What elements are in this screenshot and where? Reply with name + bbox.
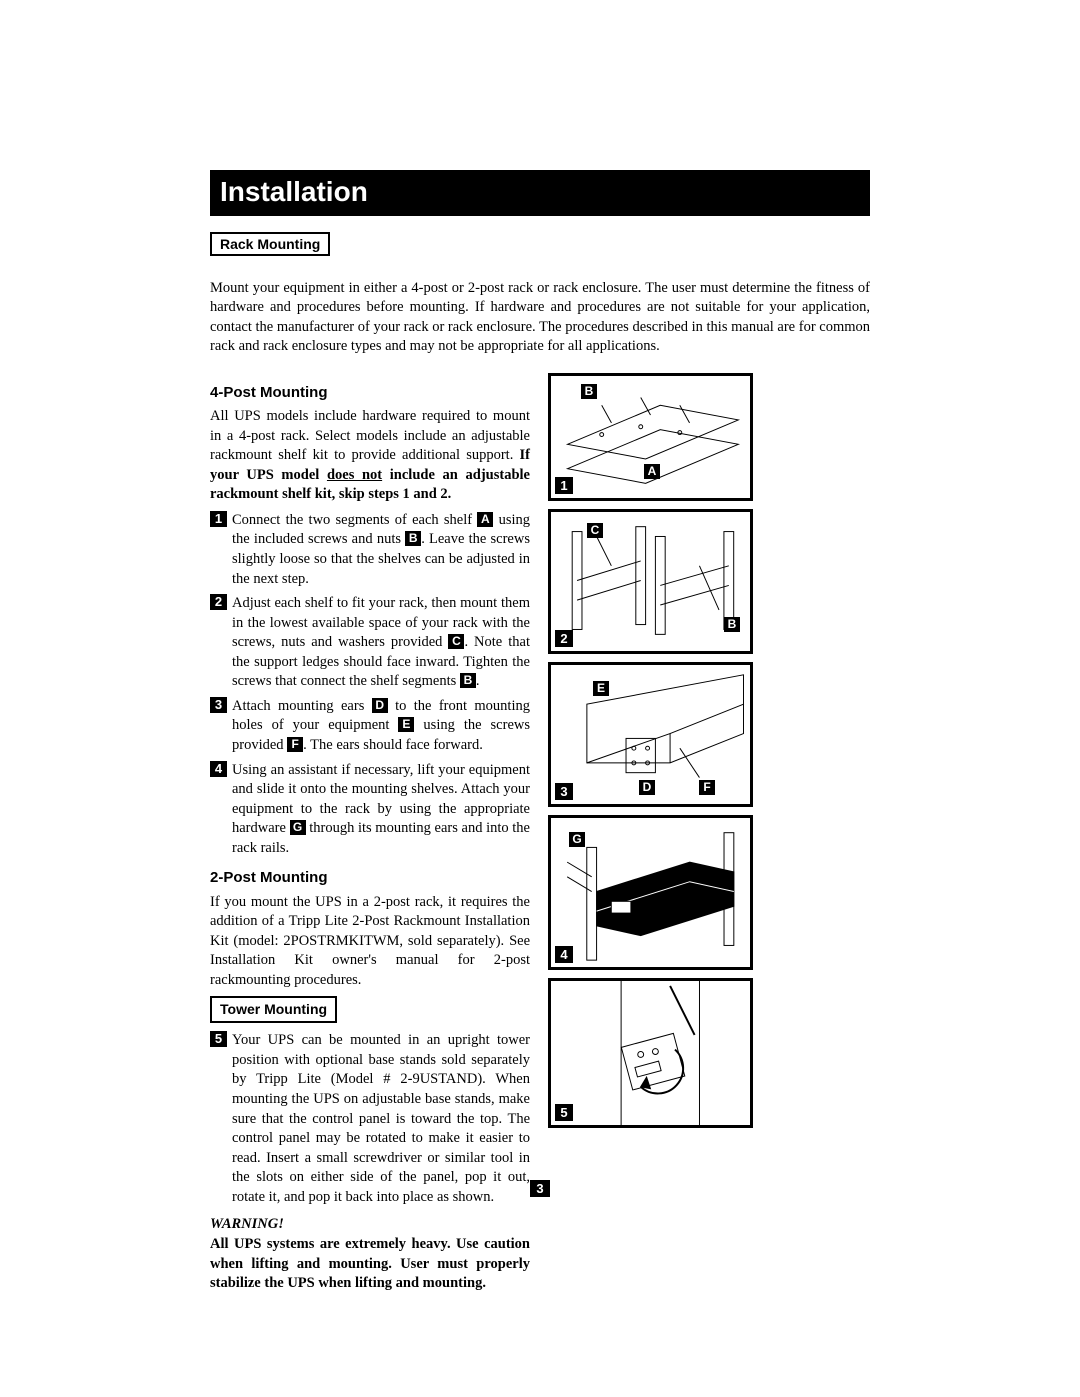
callout: B <box>724 617 740 632</box>
callout: D <box>639 780 655 795</box>
figure-number: 3 <box>555 783 573 800</box>
t: Connect the two segments of each shelf <box>232 512 477 528</box>
chip: 1 <box>210 511 227 527</box>
step-2: 2 Adjust each shelf to fit your rack, th… <box>210 594 530 692</box>
warning-heading: WARNING! <box>210 1215 530 1235</box>
step-1: 1 Connect the two segments of each shelf… <box>210 511 530 589</box>
four-post-heading: 4-Post Mounting <box>210 383 530 403</box>
rack-intro-text: Mount your equipment in either a 4-post … <box>210 279 870 357</box>
callout: E <box>593 681 609 696</box>
figure-2: C B 2 <box>548 509 753 654</box>
page-number: 3 <box>530 1180 550 1197</box>
chip: 5 <box>210 1031 227 1047</box>
figure-number: 5 <box>555 1104 573 1121</box>
callout: G <box>569 832 585 847</box>
text-column: 4-Post Mounting All UPS models include h… <box>210 373 530 1294</box>
tower-mounting-label: Tower Mounting <box>210 996 337 1023</box>
t: . <box>476 673 480 689</box>
figure-column: B A 1 C B 2 <box>548 373 753 1294</box>
figure-number: 1 <box>555 477 573 494</box>
two-post-heading: 2-Post Mounting <box>210 868 530 888</box>
four-post-intro: All UPS models include hardware required… <box>210 407 530 505</box>
chip: 2 <box>210 594 227 610</box>
step-number-badge: 3 <box>210 697 228 756</box>
text: All UPS models include hardware required… <box>210 408 530 463</box>
step-number-badge: 2 <box>210 594 228 692</box>
ref-chip: F <box>287 737 303 752</box>
ref-chip: G <box>290 820 306 835</box>
callout: F <box>699 780 715 795</box>
figure-5: 5 <box>548 978 753 1128</box>
ref-chip: D <box>372 698 388 713</box>
step-5: 5 Your UPS can be mounted in an upright … <box>210 1031 530 1207</box>
rack-mounting-label: Rack Mounting <box>210 232 330 256</box>
figure-1: B A 1 <box>548 373 753 501</box>
step-3: 3 Attach mounting ears D to the front mo… <box>210 697 530 756</box>
step-body: Your UPS can be mounted in an upright to… <box>232 1031 530 1207</box>
warning-body: All UPS systems are extremely heavy. Use… <box>210 1235 530 1294</box>
callout: B <box>581 384 597 399</box>
callout: C <box>587 523 603 538</box>
figure-4: G 4 <box>548 815 753 970</box>
chip: 4 <box>210 761 227 777</box>
figure-3: E D F 3 <box>548 662 753 807</box>
t: . The ears should face forward. <box>303 737 483 753</box>
content-columns: 4-Post Mounting All UPS models include h… <box>210 373 870 1294</box>
figure-number: 4 <box>555 946 573 963</box>
ref-chip: E <box>398 717 414 732</box>
step-number-badge: 5 <box>210 1031 228 1207</box>
step-body: Connect the two segments of each shelf A… <box>232 511 530 589</box>
t: Attach mounting ears <box>232 698 372 714</box>
step-body: Adjust each shelf to fit your rack, then… <box>232 594 530 692</box>
step-body: Using an assistant if necessary, lift yo… <box>232 761 530 859</box>
step-body: Attach mounting ears D to the front moun… <box>232 697 530 756</box>
text-underlined: does not <box>327 467 382 483</box>
section-title: Installation <box>210 170 870 216</box>
manual-page: Installation Rack Mounting Mount your eq… <box>0 0 1080 1397</box>
two-post-body: If you mount the UPS in a 2-post rack, i… <box>210 893 530 991</box>
step-number-badge: 1 <box>210 511 228 589</box>
ref-chip: A <box>477 512 493 527</box>
step-4: 4 Using an assistant if necessary, lift … <box>210 761 530 859</box>
ref-chip: C <box>448 634 464 649</box>
step-number-badge: 4 <box>210 761 228 859</box>
chip: 3 <box>210 697 227 713</box>
ref-chip: B <box>460 673 476 688</box>
ref-chip: B <box>405 531 421 546</box>
figure-number: 2 <box>555 630 573 647</box>
callout: A <box>644 464 660 479</box>
